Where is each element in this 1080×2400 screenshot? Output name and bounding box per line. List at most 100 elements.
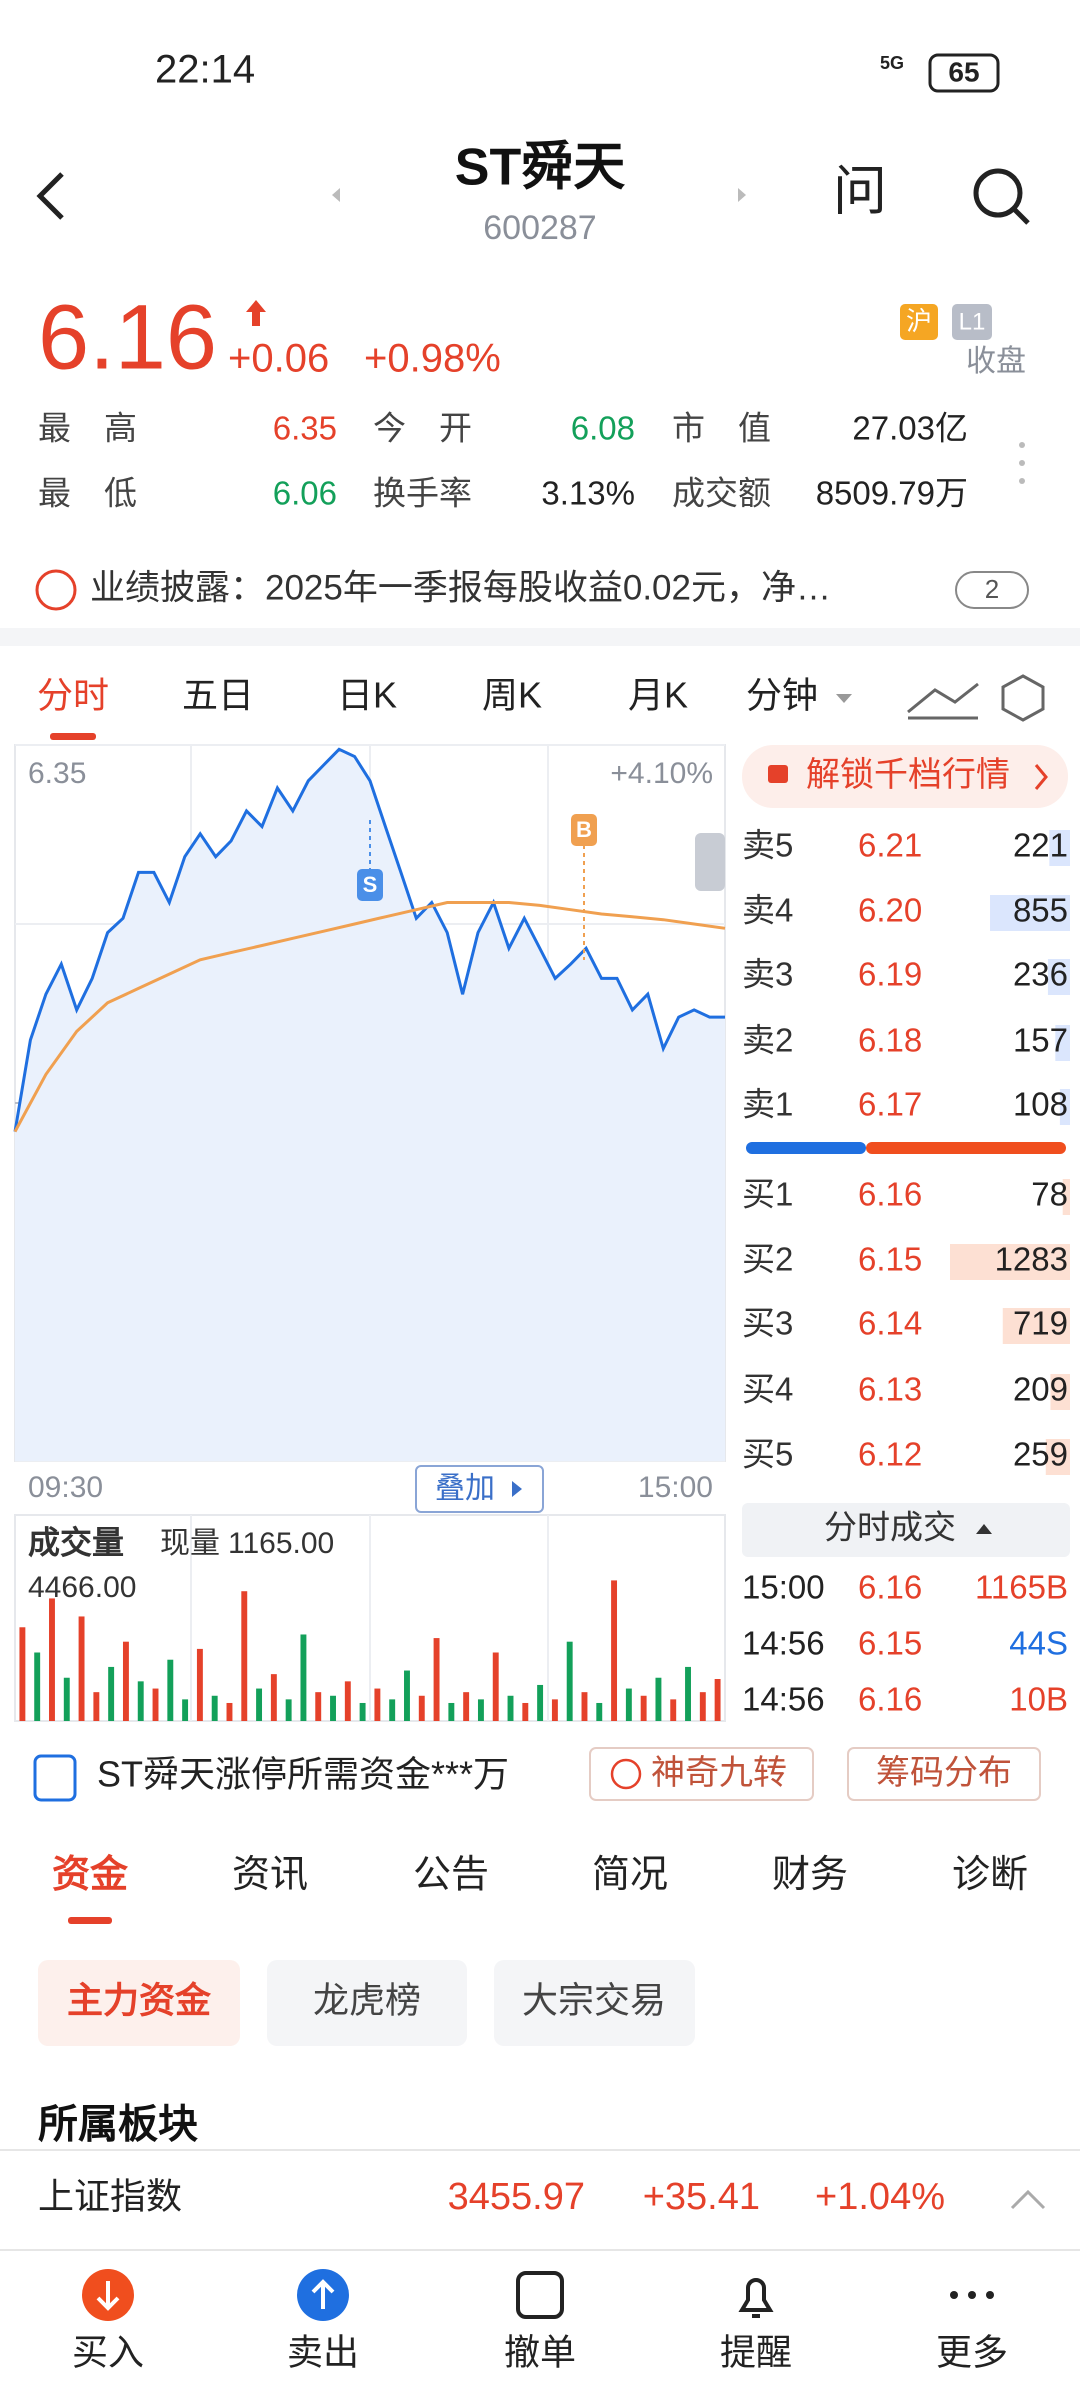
trade-price: 6.15 <box>858 1625 922 1662</box>
stat-value: 3.13% <box>541 475 635 512</box>
book-price: 6.18 <box>858 1022 922 1059</box>
book-price: 6.16 <box>858 1176 922 1213</box>
sell-arrow <box>311 2279 335 2309</box>
settings-icon[interactable] <box>1001 674 1045 722</box>
sub-tab[interactable]: 主力资金 <box>67 1980 212 2021</box>
book-price: 6.13 <box>858 1371 922 1408</box>
volume-depth-bar <box>1050 1374 1070 1410</box>
volume-bar <box>122 1641 129 1721</box>
more-dots[interactable] <box>1019 442 1025 484</box>
volume-bar <box>492 1652 499 1721</box>
book-price: 6.15 <box>858 1241 922 1278</box>
price: 6.16 <box>38 286 217 388</box>
battery-level: 65 <box>948 56 979 87</box>
book-volume: 209 <box>1013 1371 1068 1408</box>
volume-depth-bar <box>1047 959 1070 995</box>
volume-bar <box>507 1695 514 1721</box>
volume-bar <box>389 1699 396 1721</box>
sub-tab[interactable]: 大宗交易 <box>522 1980 666 2021</box>
section-title: 所属板块 <box>38 2103 198 2147</box>
volume-depth-bar <box>1062 1179 1070 1215</box>
volume-depth-bar <box>1049 830 1070 866</box>
sub-tab-bg[interactable] <box>38 1960 240 2046</box>
expand-chevron[interactable] <box>1010 2189 1046 2210</box>
prev-stock[interactable] <box>332 188 340 202</box>
section-tab[interactable]: 财务 <box>772 1854 848 1896</box>
alert-icon[interactable] <box>738 2278 774 2318</box>
volume-bar <box>211 1695 218 1721</box>
chart-tab[interactable]: 月K <box>628 675 688 716</box>
index-change: +35.41 <box>643 2176 760 2218</box>
side-handle <box>695 833 725 891</box>
volume-bar <box>182 1699 189 1721</box>
sub-tab[interactable]: 龙虎榜 <box>313 1980 421 2021</box>
book-volume: 108 <box>1013 1086 1068 1123</box>
sub-tab-bg[interactable] <box>267 1960 467 2046</box>
nav-label[interactable]: 卖出 <box>287 2332 359 2373</box>
chart-tab[interactable]: 日K <box>337 675 397 716</box>
volume-bar <box>93 1692 100 1721</box>
volume-depth-bar <box>1002 1308 1070 1344</box>
unlock-pill[interactable] <box>742 745 1068 808</box>
volume-bar <box>566 1641 573 1721</box>
book-label: 买2 <box>742 1241 793 1278</box>
trade-volume: 44S <box>1009 1625 1068 1662</box>
volume-bar <box>596 1702 603 1721</box>
ask-button[interactable]: 问 <box>833 161 887 221</box>
volume-bar <box>270 1674 277 1721</box>
nav-label[interactable]: 撤单 <box>504 2332 576 2373</box>
tag-box[interactable] <box>847 1747 1041 1801</box>
tag-icon <box>610 1758 642 1790</box>
unlock-label[interactable]: 解锁千档行情 <box>806 756 1010 794</box>
section-tab[interactable]: 资讯 <box>232 1854 308 1896</box>
section-underline <box>68 1917 112 1924</box>
more-icon[interactable] <box>950 2291 994 2299</box>
nav-label[interactable]: 买入 <box>72 2332 144 2373</box>
search-button[interactable] <box>973 168 1023 218</box>
overlay-caret <box>512 1481 522 1497</box>
x-end: 15:00 <box>638 1471 713 1504</box>
book-label: 卖3 <box>742 956 793 993</box>
book-label: 买4 <box>742 1371 793 1408</box>
notice-count-badge[interactable] <box>955 571 1029 609</box>
trade-time: 14:56 <box>742 1625 825 1662</box>
trade-marker-label: B <box>576 817 592 842</box>
chart-tab[interactable]: 分钟 <box>746 675 818 716</box>
volume-max: 4466.00 <box>28 1571 136 1604</box>
tab-underline <box>50 733 96 740</box>
back-button[interactable] <box>36 172 64 220</box>
volume-bar <box>433 1638 440 1721</box>
book-label: 买1 <box>742 1176 793 1213</box>
index-name: 上证指数 <box>38 2176 182 2217</box>
tag[interactable]: 神奇九转 <box>651 1754 787 1792</box>
section-tab[interactable]: 资金 <box>52 1853 129 1896</box>
next-stock[interactable] <box>738 188 746 202</box>
book-label: 卖2 <box>742 1022 793 1059</box>
chart-tab[interactable]: 分时 <box>37 675 109 716</box>
volume-depth-bar <box>950 1244 1070 1280</box>
volume-bar <box>537 1684 544 1721</box>
volume-depth-bar <box>990 895 1070 931</box>
section-tab[interactable]: 诊断 <box>952 1854 1028 1896</box>
nav-label[interactable]: 提醒 <box>720 2332 792 2373</box>
book-volume: 855 <box>1013 892 1068 929</box>
book-price: 6.14 <box>858 1305 922 1342</box>
tag[interactable]: 筹码分布 <box>876 1754 1012 1792</box>
cancel-icon[interactable] <box>516 2271 564 2319</box>
volume-bar <box>196 1648 203 1721</box>
change-pct: +0.98% <box>364 337 501 381</box>
sub-tab-bg[interactable] <box>494 1960 695 2046</box>
section-tab[interactable]: 简况 <box>592 1854 668 1896</box>
stat-value: 6.06 <box>273 475 337 512</box>
section-tab[interactable]: 公告 <box>413 1854 489 1896</box>
overlay-button[interactable] <box>415 1465 544 1513</box>
limit-icon <box>33 1754 77 1802</box>
chart-style-icon[interactable] <box>907 682 979 720</box>
book-volume: 1283 <box>995 1241 1068 1278</box>
chart-tab[interactable]: 周K <box>482 675 542 716</box>
nav-label[interactable]: 更多 <box>936 2332 1008 2373</box>
pct-top: +4.10% <box>610 757 713 790</box>
tag-box[interactable] <box>589 1747 814 1801</box>
chart-tab[interactable]: 五日 <box>182 675 254 716</box>
